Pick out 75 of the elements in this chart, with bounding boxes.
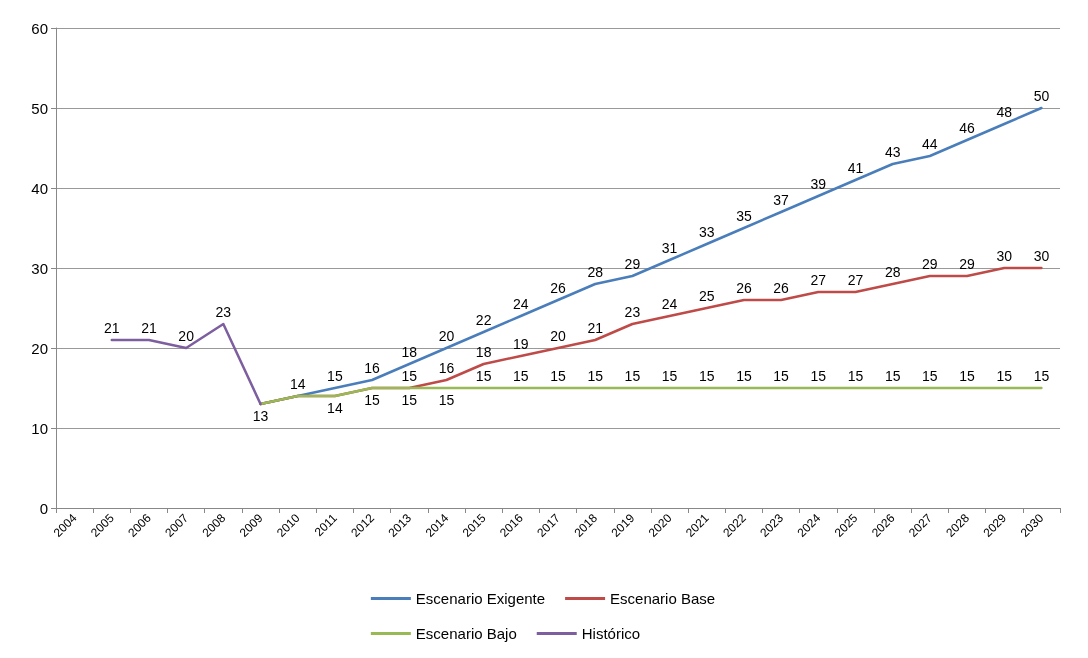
data-label: 18 <box>401 344 418 360</box>
y-tick-label: 60 <box>31 19 48 37</box>
legend-label: Escenario Bajo <box>415 625 517 642</box>
data-label: 22 <box>475 312 492 328</box>
data-label: 15 <box>1033 368 1050 384</box>
data-label: 16 <box>438 360 455 376</box>
data-label: 15 <box>810 368 827 384</box>
data-label: 30 <box>996 248 1013 264</box>
data-label: 28 <box>587 264 604 280</box>
data-label: 15 <box>550 368 566 384</box>
data-label: 37 <box>773 192 790 208</box>
data-label: 15 <box>922 368 938 384</box>
data-label: 29 <box>922 256 938 272</box>
data-label: 15 <box>475 368 492 384</box>
data-label: 30 <box>1033 248 1050 264</box>
legend-label: Escenario Exigente <box>415 590 546 607</box>
y-tick-label: 30 <box>31 259 48 277</box>
data-label: 19 <box>513 336 529 352</box>
data-label: 15 <box>884 368 901 384</box>
data-label: 15 <box>661 368 678 384</box>
data-label: 14 <box>289 376 306 392</box>
data-label: 15 <box>959 368 976 384</box>
data-label: 21 <box>103 320 120 336</box>
data-label: 15 <box>438 392 455 408</box>
data-label: 16 <box>364 360 381 376</box>
data-label: 29 <box>624 256 641 272</box>
data-label: 28 <box>884 264 901 280</box>
y-tick-label: 40 <box>31 179 48 197</box>
data-label: 27 <box>810 272 827 288</box>
data-label: 15 <box>401 392 418 408</box>
data-label: 15 <box>773 368 790 384</box>
data-label: 15 <box>624 368 641 384</box>
data-label: 15 <box>327 368 343 384</box>
data-label: 26 <box>550 280 566 296</box>
data-label: 35 <box>736 208 752 224</box>
data-label: 44 <box>922 136 938 152</box>
data-label: 15 <box>587 368 604 384</box>
data-label: 29 <box>959 256 976 272</box>
legend-label: Histórico <box>581 625 641 642</box>
data-label: 20 <box>438 328 455 344</box>
data-label: 20 <box>178 328 195 344</box>
data-label: 26 <box>773 280 790 296</box>
data-label: 39 <box>810 176 827 192</box>
y-tick-label: 10 <box>31 419 48 437</box>
y-tick-label: 0 <box>39 499 48 517</box>
data-label: 21 <box>141 320 157 336</box>
data-label: 25 <box>698 288 715 304</box>
data-label: 24 <box>513 296 529 312</box>
data-label: 46 <box>959 120 976 136</box>
y-tick-label: 50 <box>31 99 48 117</box>
legend-label: Escenario Base <box>610 590 716 607</box>
data-label: 33 <box>698 224 715 240</box>
data-label: 14 <box>327 400 343 416</box>
data-label: 15 <box>698 368 715 384</box>
data-label: 15 <box>364 392 381 408</box>
data-label: 15 <box>847 368 864 384</box>
y-tick-label: 20 <box>31 339 48 357</box>
data-label: 43 <box>884 144 901 160</box>
data-label: 15 <box>736 368 752 384</box>
data-label: 15 <box>401 368 418 384</box>
data-label: 21 <box>587 320 604 336</box>
data-label: 15 <box>513 368 529 384</box>
data-label: 24 <box>661 296 678 312</box>
data-label: 41 <box>847 160 864 176</box>
data-label: 18 <box>475 344 492 360</box>
data-label: 20 <box>550 328 566 344</box>
data-label: 13 <box>252 408 269 424</box>
data-label: 27 <box>847 272 864 288</box>
data-label: 26 <box>736 280 752 296</box>
data-label: 23 <box>215 304 232 320</box>
data-label: 50 <box>1033 88 1050 104</box>
data-label: 23 <box>624 304 641 320</box>
data-label: 31 <box>661 240 678 256</box>
data-label: 15 <box>996 368 1013 384</box>
data-label: 48 <box>996 104 1013 120</box>
